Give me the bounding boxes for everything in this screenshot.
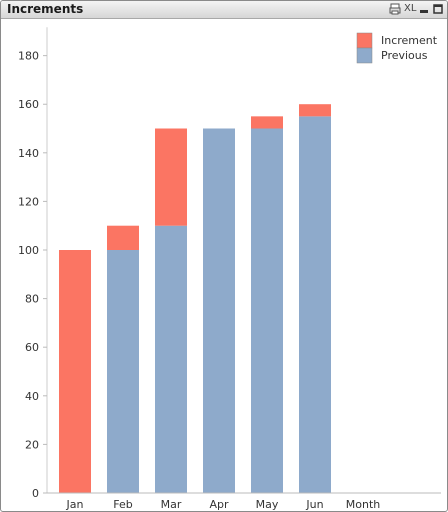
bar-increment-jun[interactable] xyxy=(299,104,331,117)
y-tick-label: 60 xyxy=(25,341,39,354)
x-axis: Jan Feb Mar Apr May Jun Month xyxy=(47,492,441,511)
bar-increment-jan[interactable] xyxy=(59,250,91,493)
x-tick-label: Apr xyxy=(209,498,229,511)
x-axis-title: Month xyxy=(346,498,381,511)
title-bar: Increments XL xyxy=(1,1,447,19)
window-title: Increments xyxy=(7,2,84,16)
bar-chart: 0 20 40 60 80 100 120 140 160 180 Jan Feb Mar Apr May… xyxy=(18,27,441,511)
y-tick-label: 40 xyxy=(25,390,39,403)
bar-previous-feb[interactable] xyxy=(107,250,139,493)
minimize-icon[interactable] xyxy=(419,3,429,15)
bar-previous-apr[interactable] xyxy=(203,128,235,494)
legend-swatch-previous xyxy=(356,47,373,64)
y-tick-label: 100 xyxy=(18,244,39,257)
bar-previous-mar[interactable] xyxy=(155,225,187,493)
y-tick-label: 180 xyxy=(18,50,39,63)
y-tick-label: 140 xyxy=(18,147,39,160)
excel-export-button[interactable]: XL xyxy=(404,3,417,14)
y-tick-label: 20 xyxy=(25,438,39,451)
legend-label-previous: Previous xyxy=(381,49,428,62)
restore-icon[interactable] xyxy=(433,3,443,15)
bar-increment-may[interactable] xyxy=(251,116,283,129)
x-tick-label: Jun xyxy=(305,498,323,511)
y-axis: 0 20 40 60 80 100 120 140 160 180 xyxy=(18,27,48,500)
x-tick-label: Mar xyxy=(161,498,182,511)
legend-swatch-increment xyxy=(356,32,373,49)
bars xyxy=(59,104,331,493)
x-tick-label: Jan xyxy=(66,498,84,511)
print-icon[interactable] xyxy=(389,3,401,15)
y-tick-label: 160 xyxy=(18,98,39,111)
y-tick-label: 120 xyxy=(18,195,39,208)
legend-label-increment: Increment xyxy=(381,34,438,47)
legend: Increment Previous xyxy=(356,32,438,64)
y-tick-label: 0 xyxy=(32,487,39,500)
x-tick-label: May xyxy=(256,498,279,511)
bar-previous-may[interactable] xyxy=(251,128,283,494)
y-tick-label: 80 xyxy=(25,293,39,306)
bar-previous-jun[interactable] xyxy=(299,116,331,493)
x-tick-label: Feb xyxy=(113,498,132,511)
bar-increment-mar[interactable] xyxy=(155,128,187,226)
bar-increment-feb[interactable] xyxy=(107,225,139,250)
